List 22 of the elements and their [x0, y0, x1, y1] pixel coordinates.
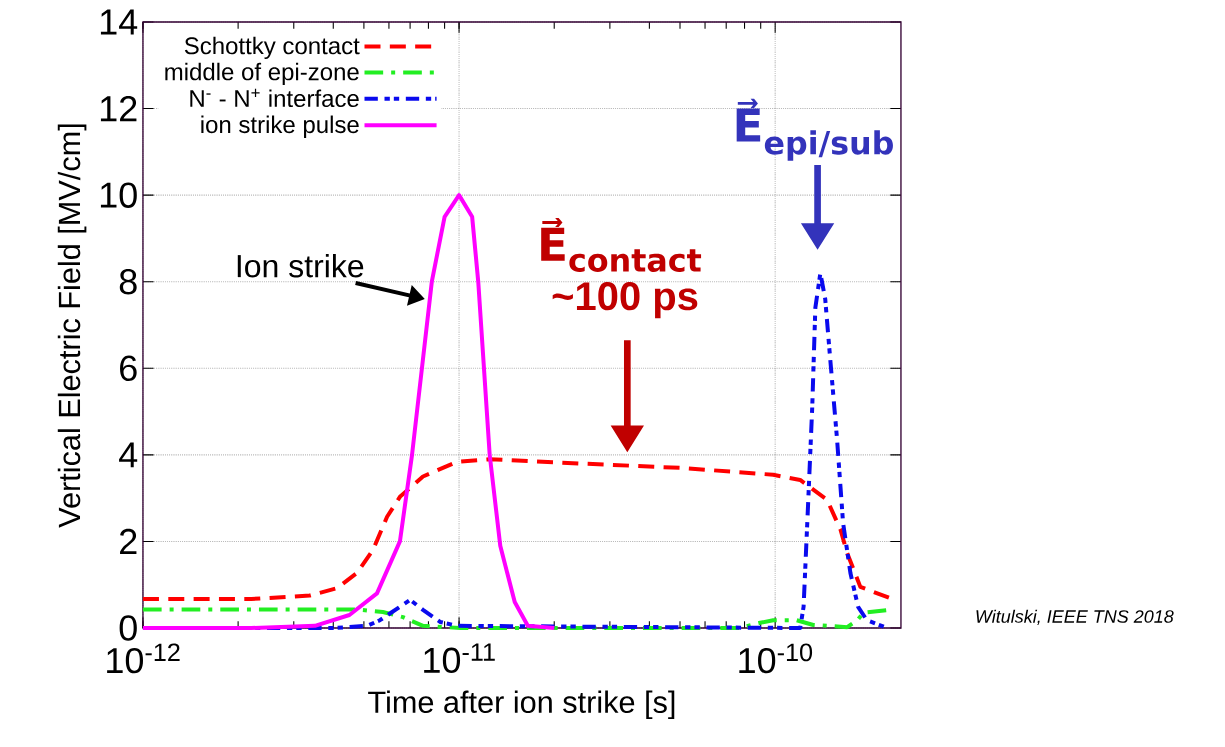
- text: Witulski, IEEE TNS 2018: [976, 609, 1174, 625]
- legend-label: N$^{-}$ - N$^{+}$ interface: [190, 88, 359, 108]
- y-tick-label: 6: [120, 355, 137, 382]
- x-tick-label: 10$^{-11}$: [424, 643, 495, 674]
- x-axis-title: Time after ion strike [s]: [368, 690, 675, 720]
- x-tick-label: 10$^{-10}$: [739, 643, 813, 674]
- y-tick-label: 0: [119, 615, 137, 641]
- legend-label: middle of epi-zone: [165, 62, 359, 86]
- y-tick-label: 4: [119, 442, 138, 468]
- legend-label: Schottky contact: [184, 36, 360, 60]
- annotation: E⃗$_{epi/sub}$: [736, 98, 893, 161]
- y-tick-label: 2: [120, 528, 137, 554]
- y-tick-label: 12: [100, 96, 137, 122]
- y-tick-label: 10: [100, 182, 137, 208]
- annotation: Ion strike: [237, 253, 364, 278]
- legend-label: ion strike pulse: [201, 115, 359, 138]
- x-tick-label: 10$^{-12}$: [107, 643, 180, 674]
- y-tick-label: 14: [100, 9, 138, 35]
- y-axis-title: Vertical Electric Field [MV/cm]: [57, 124, 87, 528]
- annotation: ~100 ps: [552, 282, 698, 319]
- annotation: E⃗$_{contact}$: [541, 218, 702, 272]
- y-tick-label: 8: [119, 268, 137, 295]
